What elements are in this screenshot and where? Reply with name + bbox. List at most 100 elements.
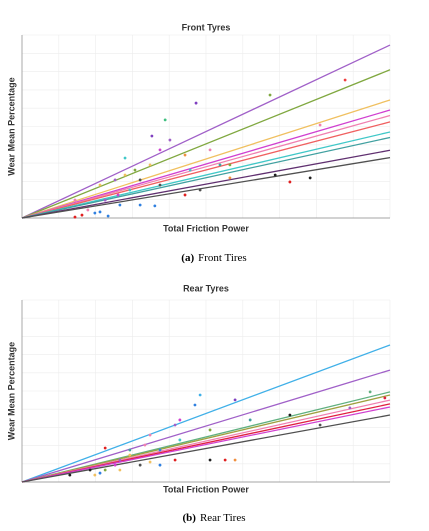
data-point: [123, 173, 127, 177]
data-point: [68, 473, 72, 477]
data-point: [288, 180, 292, 184]
data-point: [218, 163, 222, 167]
fit-line: [21, 406, 391, 483]
data-point: [106, 214, 110, 218]
data-point: [93, 473, 97, 477]
x-axis-label: Total Friction Power: [163, 223, 249, 233]
data-point: [208, 148, 212, 152]
caption: (a) Front Tires: [181, 252, 246, 264]
data-point: [103, 468, 107, 472]
data-point: [148, 433, 152, 437]
data-point: [158, 183, 162, 187]
fit-line: [21, 109, 391, 219]
data-point: [163, 118, 167, 122]
data-point: [143, 443, 147, 447]
data-point: [178, 418, 182, 422]
data-point: [173, 458, 177, 462]
data-point: [368, 390, 372, 394]
data-point: [128, 453, 132, 457]
caption: (b) Rear Tires: [183, 512, 246, 524]
data-point: [98, 183, 102, 187]
fit-line: [21, 131, 391, 219]
fit-line: [21, 344, 391, 483]
data-point: [194, 101, 198, 105]
fit-line: [21, 44, 391, 219]
data-point: [138, 203, 142, 207]
data-point: [273, 173, 277, 177]
caption-text: Rear Tires: [200, 512, 246, 524]
data-point: [138, 463, 142, 467]
data-point: [168, 138, 172, 142]
y-axis-label: Wear Mean Percentage: [6, 342, 16, 440]
data-point: [308, 176, 312, 180]
data-point: [98, 210, 102, 214]
caption-label: (b): [183, 512, 197, 524]
data-point: [268, 93, 272, 97]
fit-line: [21, 369, 391, 483]
data-point: [148, 163, 152, 167]
data-point: [116, 193, 120, 197]
data-point: [188, 168, 192, 172]
data-point: [150, 134, 154, 138]
data-point: [158, 448, 162, 452]
data-point: [113, 178, 117, 182]
fit-line: [21, 156, 391, 219]
data-point: [228, 176, 232, 180]
chart-title: Rear Tyres: [183, 283, 229, 293]
data-point: [343, 78, 347, 82]
fit-line: [21, 136, 391, 219]
data-point: [128, 188, 132, 192]
data-point: [138, 178, 142, 182]
data-point: [80, 213, 84, 217]
data-point: [318, 423, 322, 427]
data-point: [183, 193, 187, 197]
data-point: [73, 198, 77, 202]
data-point: [318, 123, 322, 127]
data-point: [118, 203, 122, 207]
data-point: [208, 458, 212, 462]
caption-text: Front Tires: [198, 252, 247, 264]
fit-line: [21, 121, 391, 219]
data-point: [153, 204, 157, 208]
data-point: [113, 463, 117, 467]
data-point: [98, 471, 102, 475]
fit-line: [21, 69, 391, 219]
data-point: [193, 403, 197, 407]
data-point: [93, 211, 97, 215]
data-point: [348, 406, 352, 410]
data-point: [158, 463, 162, 467]
data-point: [223, 458, 227, 462]
data-point: [233, 398, 237, 402]
data-point: [118, 458, 122, 462]
data-point: [73, 215, 77, 219]
data-point: [103, 198, 107, 202]
chart: Rear Tyres Total Friction Power Wear Mean …: [6, 283, 391, 524]
data-point: [103, 446, 107, 450]
data-point: [183, 153, 187, 157]
fit-line: [21, 99, 391, 219]
data-point: [86, 208, 90, 212]
data-point: [173, 423, 177, 427]
y-axis-label: Wear Mean Percentage: [6, 77, 16, 175]
chart: Front Tyres Total Friction Power Wear Mean…: [6, 22, 391, 264]
caption-label: (a): [181, 252, 194, 264]
data-point: [123, 156, 127, 160]
data-point: [198, 393, 202, 397]
fit-line: [21, 114, 391, 219]
fit-line: [21, 394, 391, 483]
data-point: [128, 448, 132, 452]
fit-line: [21, 149, 391, 219]
x-axis-label: Total Friction Power: [163, 484, 249, 494]
data-point: [158, 148, 162, 152]
data-point: [88, 468, 92, 472]
data-point: [133, 168, 137, 172]
fit-line: [21, 414, 391, 483]
data-point: [383, 396, 387, 400]
data-point: [248, 418, 252, 422]
data-point: [148, 460, 152, 464]
data-point: [228, 163, 232, 167]
data-point: [198, 188, 202, 192]
data-point: [288, 413, 292, 417]
data-point: [178, 438, 182, 442]
